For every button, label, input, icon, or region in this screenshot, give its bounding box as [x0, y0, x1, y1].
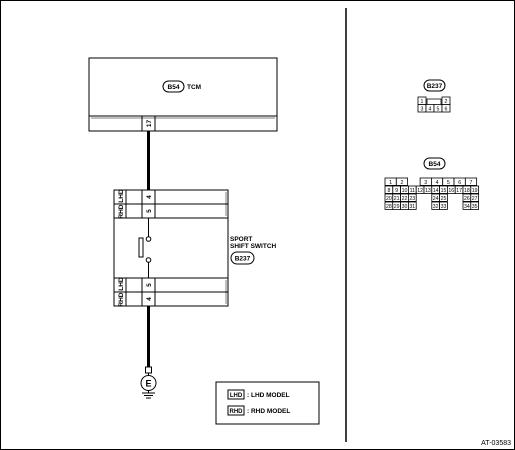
b54-pin-22-label: 22: [402, 196, 408, 202]
b54-pin-21-label: 21: [394, 196, 400, 202]
b237-pin-2-label: 2: [445, 99, 448, 105]
legend: LHD : LHD MODEL RHD : RHD MODEL: [215, 381, 320, 425]
b54-pin-3-label: 3: [424, 180, 427, 186]
ground-label: E: [145, 379, 151, 389]
switch-bottom-pin-lhd: 5: [146, 283, 153, 287]
b237-pin-6: [441, 104, 451, 113]
switch-contact-bottom: [145, 257, 152, 263]
b54-pin-15-label: 15: [441, 188, 447, 194]
b54-pin-35: [470, 201, 479, 210]
b54-pin-27-label: 27: [472, 196, 478, 202]
b237-pin-5-label: 5: [437, 106, 440, 112]
b54-pin-2-label: 2: [401, 180, 404, 186]
b54-pin-34-label: 34: [464, 204, 470, 210]
tcm-pin-17: 17: [146, 120, 153, 128]
b54-pin-18-label: 18: [464, 188, 470, 194]
b54-pin-31-label: 31: [409, 204, 415, 210]
b54-pin-11-label: 11: [410, 188, 415, 194]
b54-pin-29-label: 29: [394, 204, 400, 210]
legend-rhd-box-text: RHD: [230, 409, 244, 415]
b54-pin-24-label: 24: [433, 196, 439, 202]
tcm-connector-badge: [162, 80, 185, 93]
b54-pin-14-label: 14: [433, 188, 439, 194]
b54-pin-25: [439, 193, 448, 202]
b54-pin-31: [407, 201, 417, 210]
b54-pin-16-label: 16: [448, 188, 454, 194]
b54-pin-23-label: 23: [409, 196, 415, 202]
b54-pin-6-label: 6: [458, 180, 461, 186]
switch-top-pin-lhd: 4: [146, 195, 153, 199]
b54-pin-27: [470, 193, 479, 202]
b54-pin-12-label: 12: [417, 188, 423, 194]
b54-pin-13-label: 13: [425, 188, 431, 194]
b54-pin-10-label: 10: [402, 188, 408, 194]
b54-pin-8-label: 8: [387, 188, 390, 194]
tcm-block: 17 B54 TCM: [88, 57, 278, 132]
legend-lhd-text: : LHD MODEL: [247, 392, 290, 399]
b54-pin-26-label: 26: [464, 196, 470, 202]
b54-pin-9-label: 9: [395, 188, 398, 194]
b54-pin-17-label: 17: [456, 188, 462, 194]
b54-pin-23: [407, 193, 417, 202]
legend-lhd-box-text: LHD: [230, 393, 243, 399]
sport-shift-switch: RHD LHD 5 4 RHD LHD 4 5 SPORT SHIFT SWIT…: [113, 189, 277, 307]
ground-symbol: E: [140, 366, 157, 399]
connector-b237-face: B237 1 2 3 4 5 6: [417, 79, 451, 113]
b237-pin-6-label: 6: [445, 106, 448, 112]
switch-connector-label: B237: [235, 256, 251, 263]
b54-pin-25-label: 25: [441, 196, 447, 202]
b54-pin-4-label: 4: [436, 180, 439, 186]
switch-top-tag: RHD LHD: [118, 189, 125, 219]
switch-top-pin-rhd: 5: [146, 209, 153, 213]
b54-pin-19-label: 19: [472, 188, 478, 194]
b237-pin-4-label: 4: [429, 106, 432, 112]
switch-label-line2: SHIFT SWITCH: [230, 243, 277, 250]
tcm-connector-label: B54: [168, 84, 180, 91]
switch-connector-badge: [230, 251, 255, 265]
switch-actuator: [138, 237, 144, 258]
b54-label: B54: [429, 161, 441, 168]
b54-pin-20-label: 20: [386, 196, 392, 202]
b54-pin-30-label: 30: [402, 204, 408, 210]
switch-bottom-pin-rhd: 4: [146, 297, 153, 301]
b237-pin-1-label: 1: [421, 99, 424, 105]
b54-pin-2: [395, 177, 409, 186]
switch-bottom-tag: RHD LHD: [118, 277, 125, 307]
b54-pin-7-label: 7: [470, 180, 473, 186]
b54-pin-7: [464, 177, 478, 186]
b54-pin-35-label: 35: [472, 204, 478, 210]
figure-code: AT-03583: [481, 440, 511, 447]
b237-pin-3-label: 3: [421, 106, 424, 112]
b54-pin-5-label: 5: [447, 180, 450, 186]
switch-contact-top: [145, 236, 152, 242]
b237-label: B237: [427, 83, 443, 90]
b54-pin-33: [439, 201, 448, 210]
legend-rhd-text: : RHD MODEL: [247, 408, 290, 415]
b54-pin-19: [470, 185, 479, 194]
switch-label-line1: SPORT: [230, 236, 252, 243]
legend-lhd-box: [227, 389, 245, 400]
b54-pin-33-label: 33: [441, 204, 447, 210]
legend-rhd-box: [227, 405, 245, 416]
b54-pin-1-label: 1: [389, 180, 392, 186]
b237-key-notch: [426, 98, 442, 105]
tcm-label: TCM: [187, 84, 201, 91]
b54-pin-32-label: 32: [433, 204, 439, 210]
b54-pin-28-label: 28: [386, 204, 392, 210]
